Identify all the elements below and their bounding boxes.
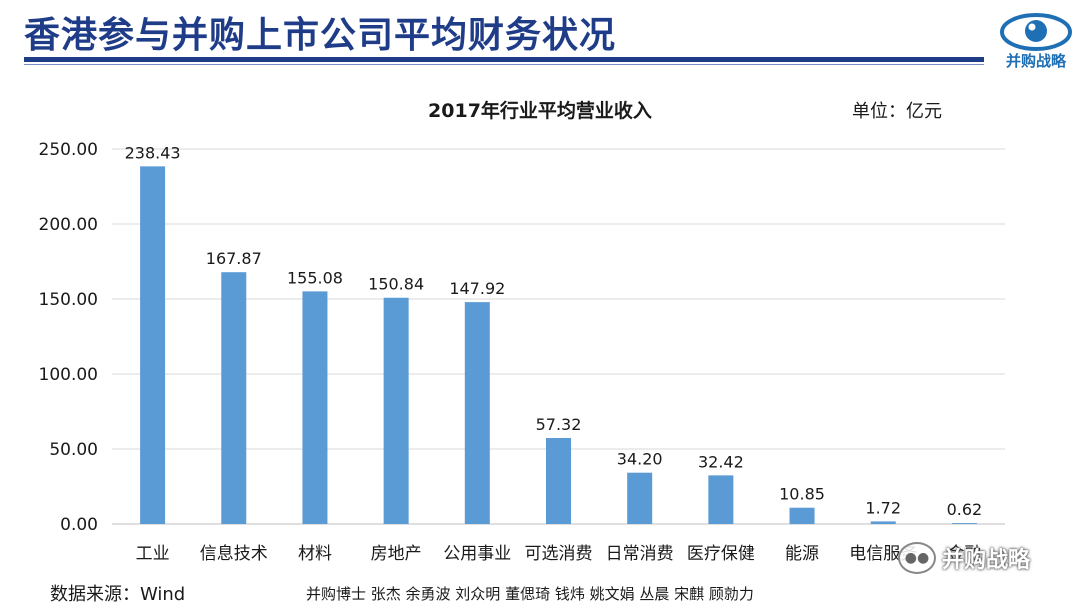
x-tick-label: 公用事业 [443, 544, 511, 564]
y-tick-label: 0.00 [60, 515, 98, 535]
x-tick-label: 能源 [785, 544, 819, 564]
x-tick-label: 工业 [136, 544, 170, 564]
x-tick-label: 房地产 [371, 544, 422, 564]
x-tick-label: 材料 [298, 544, 332, 564]
title-underline [24, 57, 984, 62]
y-tick-label: 200.00 [39, 215, 98, 235]
x-tick-label: 金融 [947, 544, 981, 564]
page-title: 香港参与并购上市公司平均财务状况 [24, 15, 617, 56]
bar [383, 297, 409, 524]
wechat-icon: ●● [898, 542, 936, 574]
data-source: 数据来源：Wind [50, 584, 186, 605]
data-label: 0.62 [947, 500, 983, 519]
authors-line: 并购博士 张杰 余勇波 刘众明 董偲琦 钱炜 姚文娟 丛晨 宋麒 顾勍力 [306, 585, 754, 603]
y-tick-label: 50.00 [49, 440, 98, 460]
title-underline-thin [24, 64, 984, 65]
data-label: 1.72 [865, 498, 901, 517]
y-tick-label: 100.00 [39, 365, 98, 385]
x-tick-label: 日常消费 [606, 544, 674, 564]
x-tick-label: 医疗保健 [687, 544, 755, 564]
watermark-text: 并购战略 [942, 548, 1031, 573]
bar [464, 302, 490, 524]
data-label: 155.08 [287, 268, 343, 287]
data-label: 167.87 [206, 249, 262, 268]
x-tick-label: 信息技术 [200, 544, 268, 564]
chart-title: 2017年行业平均营业收入 [428, 100, 652, 122]
bar [627, 472, 653, 524]
logo-text: 并购战略 [1005, 52, 1066, 70]
bar [221, 272, 247, 524]
bar [870, 521, 896, 524]
data-label: 34.20 [617, 450, 663, 469]
bar [546, 438, 571, 524]
unit-label: 单位：亿元 [852, 101, 942, 122]
x-tick-label: 可选消费 [525, 544, 593, 564]
data-label: 32.42 [698, 452, 744, 471]
data-label: 150.84 [368, 275, 424, 294]
data-label: 57.32 [536, 415, 582, 434]
y-tick-label: 150.00 [39, 290, 98, 310]
eye-logo-icon [1000, 13, 1072, 51]
bar [708, 475, 734, 524]
data-label: 147.92 [449, 279, 505, 298]
watermark: ●● 并购战略 [898, 540, 1030, 576]
data-label: 238.43 [125, 143, 181, 162]
bar [951, 523, 977, 524]
bar [789, 507, 815, 524]
bar [140, 166, 166, 525]
data-label: 10.85 [779, 485, 825, 504]
bar [302, 291, 328, 524]
y-tick-label: 250.00 [39, 140, 98, 160]
